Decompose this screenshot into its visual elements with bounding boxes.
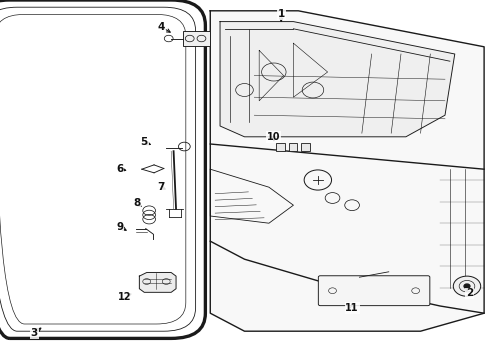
Bar — [288, 143, 297, 151]
Text: 7: 7 — [157, 182, 165, 192]
Polygon shape — [220, 22, 454, 137]
Polygon shape — [210, 11, 483, 331]
Text: 8: 8 — [133, 198, 140, 208]
Text: 9: 9 — [116, 222, 123, 232]
Bar — [276, 143, 285, 151]
Circle shape — [452, 276, 480, 296]
Text: 2: 2 — [465, 288, 472, 298]
Polygon shape — [139, 273, 176, 292]
Bar — [300, 143, 309, 151]
Text: 4: 4 — [157, 22, 165, 32]
Bar — [183, 31, 210, 46]
Text: 6: 6 — [116, 164, 123, 174]
Text: 5: 5 — [141, 137, 147, 147]
Text: 11: 11 — [345, 303, 358, 313]
Text: 3: 3 — [31, 328, 38, 338]
FancyBboxPatch shape — [318, 276, 429, 306]
Text: 12: 12 — [118, 292, 131, 302]
Circle shape — [463, 284, 469, 288]
Text: 10: 10 — [266, 132, 280, 142]
Text: 1: 1 — [277, 9, 284, 19]
